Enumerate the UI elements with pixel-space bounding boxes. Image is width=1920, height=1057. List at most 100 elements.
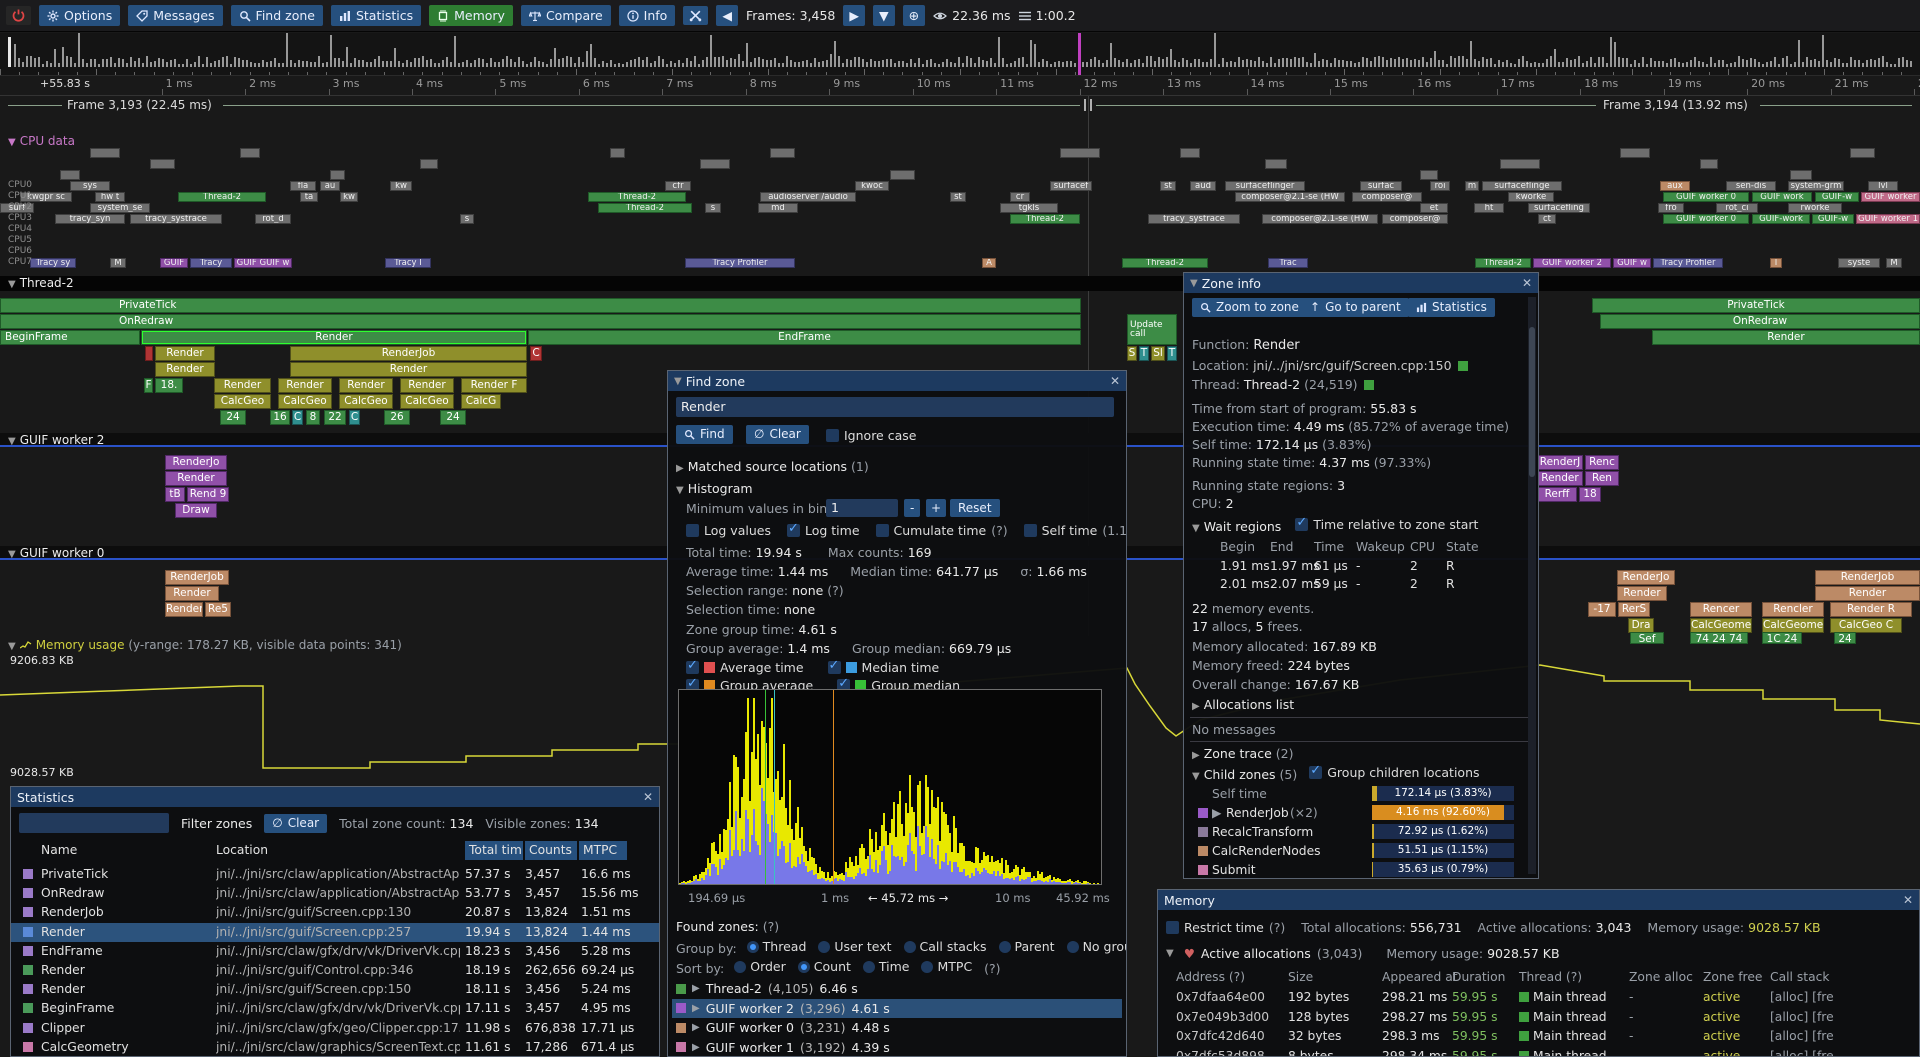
frame-bar[interactable] [1826, 59, 1828, 67]
frame-bar[interactable] [414, 57, 416, 67]
frame-bar[interactable] [1354, 63, 1356, 67]
memory-usage-header[interactable]: ▼ Memory usage (y-range: 178.27 KB, visib… [8, 638, 402, 652]
search-input[interactable]: Render [676, 397, 1114, 417]
frame-bar[interactable] [1786, 56, 1788, 67]
cpu-zone[interactable]: composer@ [1352, 192, 1422, 202]
collapse-icon[interactable]: ▼ [674, 375, 682, 387]
compare-button[interactable]: Compare [520, 5, 611, 26]
frame-bar[interactable] [1494, 63, 1496, 67]
collapse-icon[interactable]: ▼ [1190, 277, 1198, 289]
frame-bar[interactable] [122, 59, 124, 67]
radio-option[interactable]: Time [862, 959, 909, 974]
child-zone-row[interactable]: CalcRenderNodes 51.51 µs (1.15%) [1184, 842, 1538, 861]
scrollbar[interactable] [1528, 297, 1536, 874]
cpu-zone[interactable] [1420, 170, 1438, 180]
frame-bar[interactable] [450, 62, 452, 67]
stats-row[interactable]: Render jni/../jni/src/guif/Control.cpp:34… [11, 961, 659, 980]
timeline-zone[interactable]: CalcGeo [400, 394, 454, 409]
frame-bar[interactable] [482, 59, 484, 67]
cpu-zone[interactable]: composer@2.1-se (HW [1235, 192, 1345, 202]
frame-bar[interactable] [286, 33, 288, 67]
frame-bar[interactable] [318, 56, 320, 67]
frame-bar[interactable] [598, 63, 600, 67]
close-icon[interactable]: ✕ [1521, 276, 1532, 290]
checkbox-icon[interactable] [826, 429, 839, 442]
frame-bar[interactable] [1066, 60, 1068, 67]
cpu-zone[interactable]: s [460, 214, 474, 224]
frame-bar[interactable] [1458, 56, 1460, 67]
log-values-option[interactable]: Log values [686, 523, 771, 538]
cpu-zone[interactable]: GUIF-w [1815, 192, 1859, 202]
frame-bar[interactable] [1022, 56, 1024, 67]
frame-bar[interactable] [1802, 61, 1804, 67]
collapse-icon[interactable]: ▼ [8, 641, 16, 652]
frame-bar[interactable] [710, 34, 712, 67]
radio-icon[interactable] [998, 940, 1011, 953]
stats-row[interactable]: EndFrame jni/../jni/src/claw/gfx/drv/vk/D… [11, 942, 659, 961]
timeline-zone[interactable]: CalcGeome [1690, 618, 1752, 633]
timeline-zone[interactable]: BeginFrame [0, 330, 140, 345]
frame-bar[interactable] [1902, 56, 1904, 67]
frame-bar[interactable] [1778, 63, 1780, 67]
cpu-zone[interactable]: Thread-2 [598, 203, 692, 213]
frame-bar[interactable] [126, 62, 128, 67]
frame-bar[interactable] [278, 62, 280, 67]
frame-bar[interactable] [642, 60, 644, 67]
frame-bar[interactable] [698, 63, 700, 67]
frame-bar[interactable] [1254, 61, 1256, 67]
frame-bar[interactable] [858, 56, 860, 67]
frame-bar[interactable] [1026, 63, 1028, 67]
timeline-zone[interactable]: Render [155, 346, 215, 361]
allocation-row[interactable]: 0x7dfc42d640 32 bytes 298.3 ms 59.95 s Main … [1158, 1027, 1919, 1046]
frame-bar[interactable] [262, 59, 264, 67]
frame-bar[interactable] [1454, 57, 1456, 67]
cpu-zone[interactable]: rot_d [255, 214, 291, 224]
frame-bar[interactable] [518, 56, 520, 67]
cpu-zone[interactable]: fla [290, 181, 316, 191]
frame-bar[interactable] [290, 60, 292, 67]
frame-bar[interactable] [1210, 58, 1212, 67]
timeline-zone[interactable]: 18. [155, 378, 183, 393]
frame-bar[interactable] [1546, 58, 1548, 67]
frame-bar[interactable] [802, 61, 804, 67]
frame-bar[interactable] [942, 61, 944, 67]
frame-bar[interactable] [306, 61, 308, 67]
frame-bar[interactable] [678, 60, 680, 67]
frame-bar[interactable] [166, 62, 168, 67]
frame-bar[interactable] [1894, 63, 1896, 67]
col-header-counts[interactable]: Counts [525, 841, 577, 860]
frame-bar[interactable] [686, 57, 688, 67]
frame-bar[interactable] [1906, 59, 1908, 67]
frame-bar[interactable] [970, 57, 972, 67]
found-zone-group[interactable]: ▶ GUIF worker 0 (3,231) 4.48 s [672, 1018, 1122, 1037]
frame-bar[interactable] [146, 56, 148, 67]
mem-col-header[interactable]: Call stack [1770, 970, 1830, 984]
frame-bar[interactable] [586, 51, 588, 67]
frame-bar[interactable] [1342, 60, 1344, 67]
frame-bar[interactable] [1322, 59, 1324, 67]
checkbox-icon[interactable] [686, 524, 699, 537]
timeline-zone[interactable]: 1C 24 [1762, 632, 1802, 644]
frame-bar[interactable] [570, 56, 572, 67]
filter-input[interactable] [19, 813, 169, 833]
radio-icon[interactable] [921, 960, 934, 973]
frame-bar[interactable] [1442, 59, 1444, 67]
stats-row[interactable]: PrivateTick jni/../jni/src/claw/applicati… [11, 865, 659, 884]
frame-bar[interactable] [1586, 61, 1588, 67]
cpu-zone[interactable]: tracy_systrace [130, 214, 222, 224]
cpu-zone[interactable]: cr [1010, 192, 1030, 202]
cpu-zone[interactable]: Tracy [190, 258, 232, 268]
frame-bar[interactable] [602, 61, 604, 67]
frame-bar[interactable] [418, 57, 420, 67]
stats-row[interactable]: Render jni/../jni/src/guif/Screen.cpp:257… [11, 922, 659, 942]
frame-bar[interactable] [338, 58, 340, 67]
frame-bar[interactable] [922, 63, 924, 67]
timeline-zone[interactable]: Render [1652, 330, 1920, 345]
mem-col-header[interactable]: Size [1288, 970, 1314, 984]
timeline-zone[interactable]: Render R [1830, 602, 1912, 617]
frame-bar[interactable] [1074, 62, 1076, 67]
frame-bar[interactable] [66, 56, 68, 67]
frame-bar[interactable] [438, 63, 440, 67]
memory-button[interactable]: Memory [429, 5, 513, 26]
frame-bar[interactable] [1650, 58, 1652, 67]
